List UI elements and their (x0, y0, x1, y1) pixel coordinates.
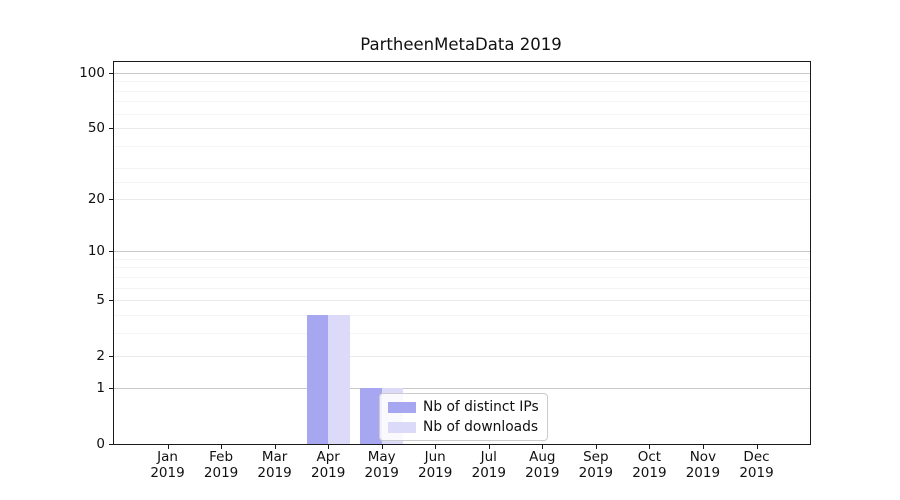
gridline-minor (114, 113, 810, 115)
x-tick-label: Mar 2019 (257, 449, 292, 481)
gridline-minor (114, 332, 810, 334)
x-tick-label: Jun 2019 (418, 449, 453, 481)
gridline-minor (114, 90, 810, 92)
legend-swatch-distinct-ips (388, 401, 416, 413)
gridline-minor (114, 167, 810, 169)
gridline-minor (114, 81, 810, 83)
x-tick (435, 445, 437, 449)
gridline-major (114, 300, 810, 301)
y-tick (109, 388, 113, 390)
x-tick-label: May 2019 (364, 449, 399, 481)
gridline-minor (114, 276, 810, 278)
gridline-major (114, 251, 810, 253)
y-tick-label: 0 (96, 436, 105, 452)
x-tick-label: Nov 2019 (685, 449, 721, 481)
gridline-major (114, 355, 810, 357)
gridline-minor (114, 314, 810, 316)
bar-may-distinct-ips (360, 388, 382, 444)
legend-swatch-downloads (388, 421, 416, 433)
x-tick (542, 445, 544, 449)
gridline-minor (114, 267, 810, 269)
x-tick-label: Oct 2019 (632, 449, 667, 481)
bar-apr-downloads (328, 314, 350, 444)
gridline-major (114, 388, 810, 390)
y-tick (109, 355, 113, 357)
y-tick-label: 5 (96, 292, 105, 308)
x-tick (595, 445, 597, 449)
y-tick-label: 1 (96, 380, 105, 397)
y-tick (109, 127, 113, 129)
legend-label-distinct-ips: Nb of distinct IPs (423, 399, 539, 415)
x-tick (488, 445, 490, 449)
y-tick-label: 50 (87, 119, 105, 136)
x-tick (328, 445, 330, 449)
gridline-major (114, 73, 810, 74)
x-tick-label: Jul 2019 (471, 449, 506, 481)
gridline-minor (114, 101, 810, 103)
x-tick-label: Apr 2019 (311, 449, 346, 481)
bar-apr-distinct-ips (306, 314, 329, 444)
x-tick-label: Feb 2019 (203, 449, 239, 481)
y-tick (109, 251, 113, 253)
y-tick-label: 100 (79, 65, 105, 81)
chart-title: PartheenMetaData 2019 (360, 35, 562, 54)
x-tick (274, 445, 276, 449)
x-tick (756, 445, 758, 449)
gridline-minor (114, 145, 810, 147)
gridline-major (114, 127, 810, 129)
y-tick (109, 199, 113, 201)
legend-item-distinct-ips: Nb of distinct IPs (388, 399, 539, 415)
x-tick (702, 445, 704, 449)
gridline-major (114, 199, 810, 201)
legend-item-downloads: Nb of downloads (388, 419, 539, 435)
y-tick-label: 2 (96, 347, 105, 364)
y-tick (109, 73, 113, 74)
x-tick-label: Dec 2019 (739, 449, 774, 481)
y-tick (109, 444, 113, 445)
x-tick-label: Aug 2019 (525, 449, 560, 481)
y-tick (109, 300, 113, 301)
gridline-minor (114, 258, 810, 260)
x-tick-label: Jan 2019 (150, 449, 185, 481)
x-tick (381, 445, 383, 449)
x-tick-label: Sep 2019 (578, 449, 613, 481)
plot-area: 0 1 2 5 10 20 50 100 Jan 2019 Feb 2019 Mar 2019 Apr 201… (79, 61, 811, 480)
legend-label-downloads: Nb of downloads (423, 419, 539, 435)
x-tick (649, 445, 651, 449)
x-tick (167, 445, 169, 449)
x-tick (221, 445, 223, 449)
y-tick-label: 10 (87, 243, 105, 260)
gridline-minor (114, 182, 810, 184)
y-tick-label: 20 (87, 191, 105, 208)
legend: Nb of distinct IPs Nb of downloads (379, 393, 548, 441)
gridline-minor (114, 287, 810, 289)
